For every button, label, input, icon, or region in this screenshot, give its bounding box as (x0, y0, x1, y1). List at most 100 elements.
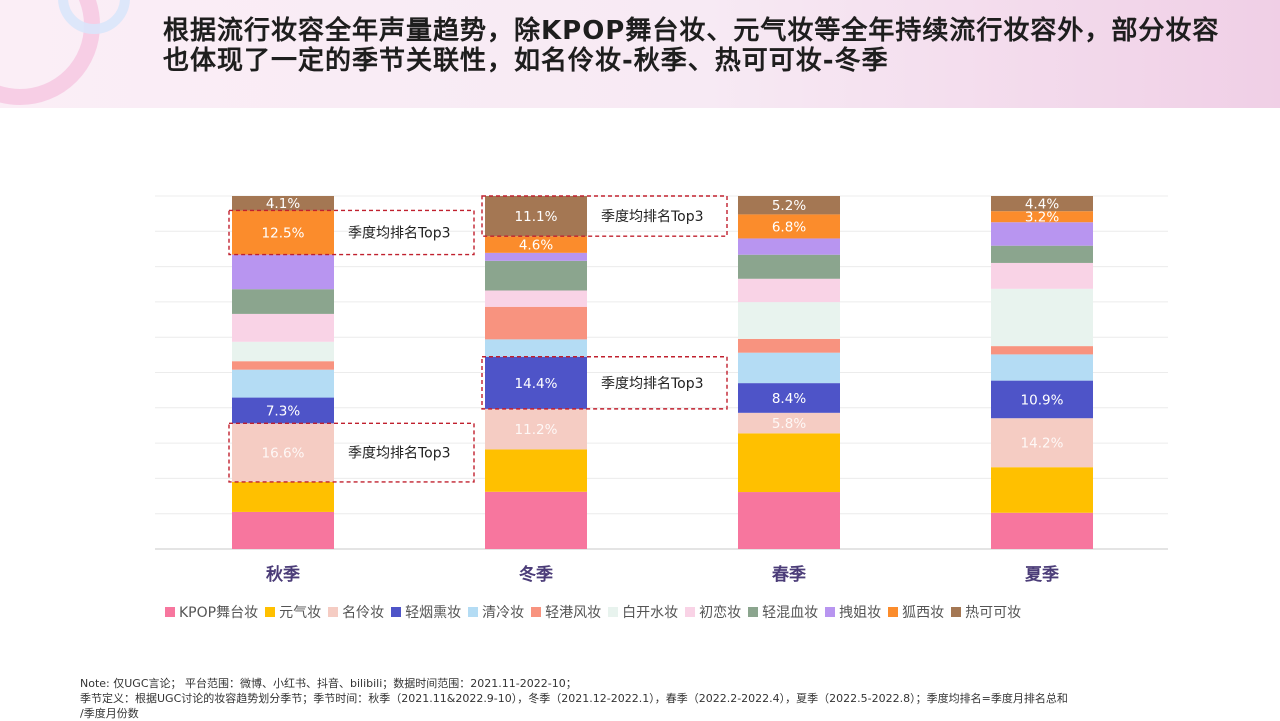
bar-segment (738, 492, 840, 549)
bar-segment (738, 254, 840, 279)
legend-item: 轻混血妆 (748, 602, 818, 622)
data-label: 4.6% (519, 238, 553, 254)
bar-segment (991, 222, 1093, 246)
legend-swatch (608, 607, 619, 617)
annotation-box (228, 422, 475, 483)
annotation-box (228, 209, 475, 256)
data-label: 6.8% (772, 219, 806, 235)
data-label: 12.5% (262, 226, 305, 242)
bar-segment (991, 418, 1093, 468)
bar-segment (738, 214, 840, 239)
legend-swatch (888, 607, 899, 617)
data-label: 8.4% (772, 391, 806, 407)
data-label: 5.2% (772, 198, 806, 214)
data-label: 11.1% (515, 209, 558, 225)
bar-segment (738, 238, 840, 255)
legend-label: 狐西妆 (902, 605, 945, 621)
footnote-line-2: 季节定义：根据UGC讨论的妆容趋势划分季节；季节时间：秋季（2021.11&20… (80, 692, 1068, 705)
bar-segment (738, 278, 840, 303)
bar-segment (232, 369, 334, 398)
legend-item: 初恋妆 (685, 602, 741, 622)
data-label: 16.6% (262, 446, 305, 462)
legend-item: 清冷妆 (468, 602, 524, 622)
bar-segment (991, 512, 1093, 549)
legend-label: 热可可妆 (965, 605, 1022, 621)
bar-segment (485, 196, 587, 237)
legend-item: 元气妆 (265, 602, 321, 622)
legend-label: 轻港风妆 (545, 605, 602, 621)
data-label: 4.4% (1025, 197, 1059, 213)
bar-segment (232, 196, 334, 211)
legend-label: KPOP舞台妆 (179, 605, 259, 621)
bar-segment (991, 346, 1093, 355)
bar-segment (991, 262, 1093, 289)
legend-label: 轻烟熏妆 (405, 605, 462, 621)
x-tick-label: 冬季 (519, 564, 553, 585)
annotation-label: 季度均排名Top3 (348, 446, 451, 462)
bar-segment (232, 361, 334, 370)
bar-segment (991, 467, 1093, 513)
annotation-label: 季度均排名Top3 (601, 209, 704, 225)
legend-swatch (685, 607, 696, 617)
bar-segment (738, 352, 840, 384)
annotation-label: 季度均排名Top3 (348, 226, 451, 242)
legend-swatch (748, 607, 759, 617)
data-label: 3.2% (1025, 210, 1059, 226)
legend-item: 白开水妆 (608, 602, 678, 622)
bar-segment (485, 306, 587, 340)
bar-segment (485, 356, 587, 409)
x-tick-label: 秋季 (266, 564, 300, 585)
data-label: 14.4% (515, 376, 558, 392)
bar-segment (232, 289, 334, 314)
header-band (0, 0, 1280, 108)
legend-item: 狐西妆 (888, 602, 944, 622)
bar-segment (485, 449, 587, 492)
legend-item: 拽姐妆 (825, 602, 881, 622)
legend-swatch (328, 607, 339, 617)
bar-segment (232, 481, 334, 512)
bar-segment (232, 254, 334, 290)
legend-label: 初恋妆 (699, 605, 742, 621)
legend-item: 热可可妆 (951, 602, 1021, 622)
legend-swatch (531, 607, 542, 617)
legend-swatch (165, 607, 175, 617)
bar-segment (738, 383, 840, 413)
bar-segment (485, 260, 587, 291)
legend-label: 名伶妆 (342, 605, 385, 621)
legend-swatch (391, 607, 402, 617)
legend-swatch (468, 607, 479, 617)
bar-segment (991, 211, 1093, 223)
annotation-label: 季度均排名Top3 (601, 376, 704, 392)
legend-label: 元气妆 (279, 605, 322, 621)
legend-item: 轻烟熏妆 (391, 602, 461, 622)
legend-swatch (951, 607, 962, 617)
data-label: 11.2% (515, 422, 558, 438)
bar-segment (738, 433, 840, 493)
legend-swatch (825, 607, 836, 617)
bar-segment (232, 511, 334, 549)
legend-label: 拽姐妆 (839, 605, 882, 621)
bar-segment (232, 397, 334, 424)
footnote-line-1: Note: 仅UGC言论； 平台范围：微博、小红书、抖音、bilibili；数据… (80, 677, 577, 690)
x-tick-label: 春季 (772, 564, 806, 585)
footnote-line-3: /季度月份数 (80, 707, 139, 720)
footnote: Note: 仅UGC言论； 平台范围：微博、小红书、抖音、bilibili；数据… (80, 676, 1280, 721)
stacked-bar-chart: 秋季 冬季 春季 夏季 4.1% 12.5% 7.3% 16.6% 11.1% 4.6% 14.4%… (155, 195, 1168, 585)
data-label: 7.3% (266, 403, 300, 419)
bar-segment (485, 290, 587, 307)
bar-segment (485, 408, 587, 450)
bar-segment (232, 313, 334, 342)
bar-segment (991, 196, 1093, 212)
legend-item: 名伶妆 (328, 602, 384, 622)
bar-segment (232, 423, 334, 482)
legend-item: KPOP舞台妆 (165, 602, 258, 622)
bar-segment (991, 380, 1093, 419)
page-title: 根据流行妆容全年声量趋势，除KPOP舞台妆、元气妆等全年持续流行妆容外，部分妆容… (163, 16, 1220, 76)
bar-segment (485, 252, 587, 261)
data-label: 14.2% (1021, 436, 1064, 452)
data-label: 5.8% (772, 416, 806, 432)
bar-segment (232, 210, 334, 255)
data-label: 4.1% (266, 196, 300, 212)
bar-segment (485, 339, 587, 357)
legend-label: 白开水妆 (622, 605, 679, 621)
